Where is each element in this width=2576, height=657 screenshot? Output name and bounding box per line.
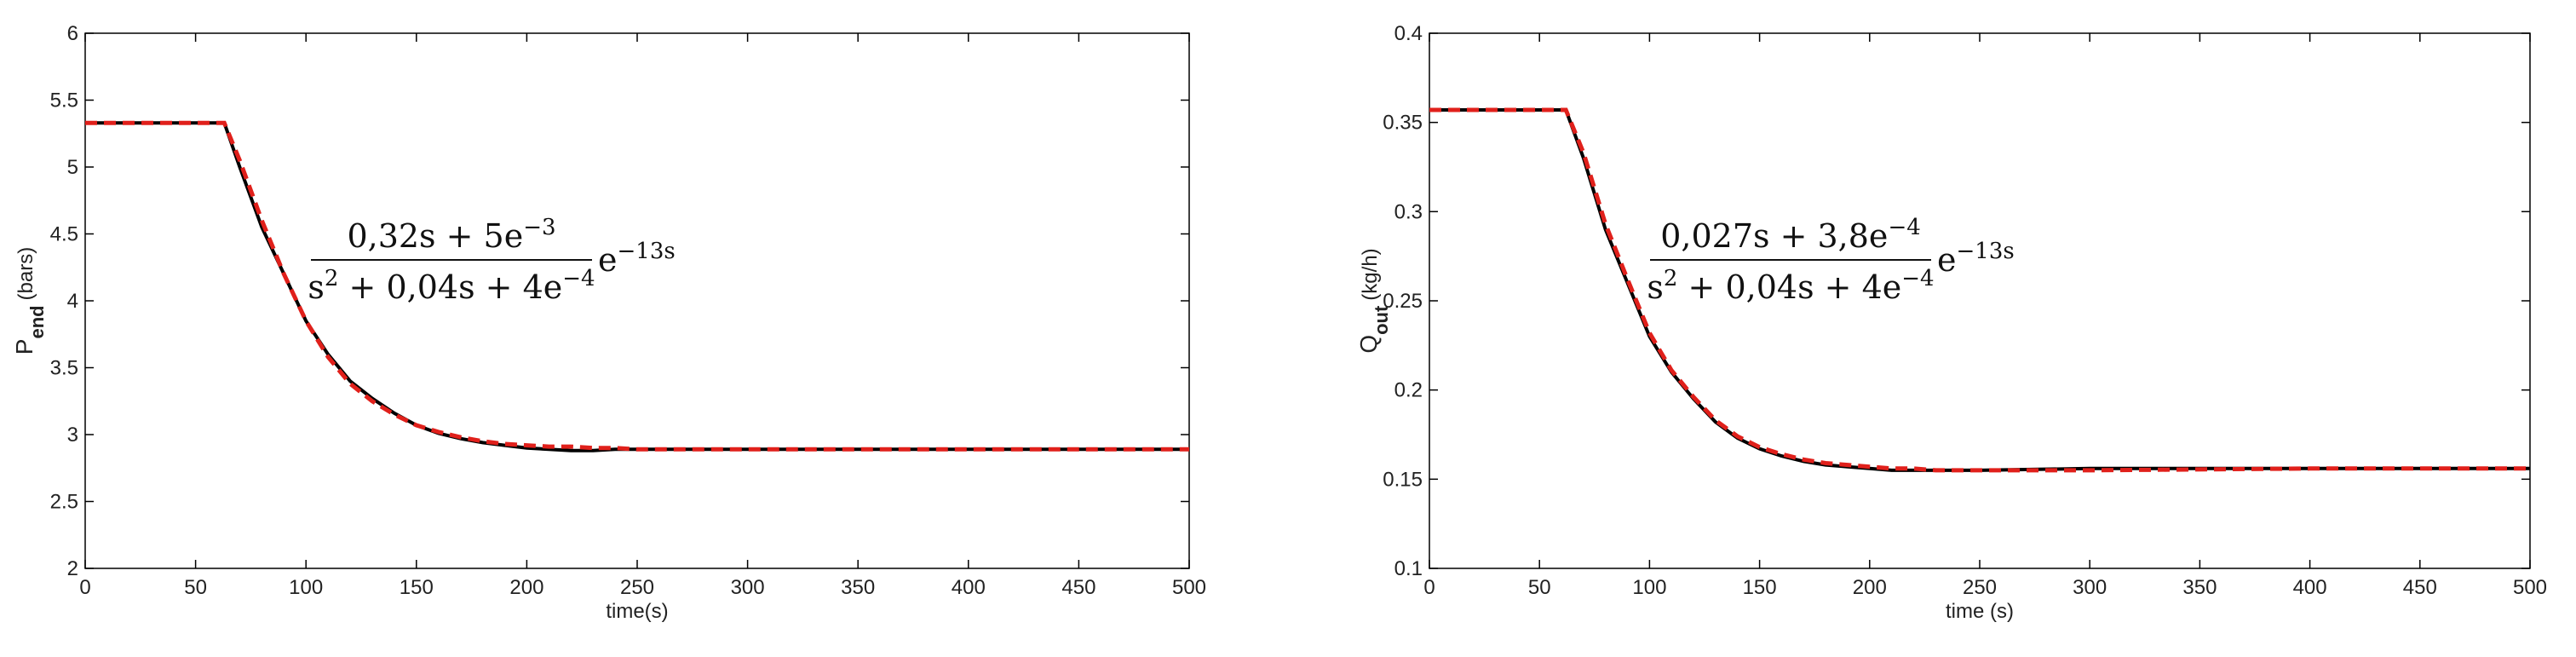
x-tick-label: 100: [289, 576, 323, 599]
y-tick-label: 6: [67, 22, 78, 45]
x-tick-label: 350: [2182, 576, 2217, 599]
eq-text: 0,32s + 5e: [347, 217, 523, 255]
series-line: [85, 120, 1189, 452]
x-tick-label: 450: [1061, 576, 1095, 599]
x-tick-label: 350: [841, 576, 875, 599]
series-line: [1429, 107, 2530, 473]
y-tick-label: 0.35: [1383, 112, 1423, 135]
y-tick-label: 4.5: [50, 223, 78, 246]
x-tick-label: 150: [1743, 576, 1777, 599]
y-tick-label: 2: [67, 557, 78, 580]
x-tick-label: 50: [1528, 576, 1551, 599]
eq-text: + 0,04s + 4e: [1677, 268, 1901, 306]
y-tick-label: 0.2: [1394, 379, 1423, 402]
eq-sup: −4: [1888, 215, 1920, 240]
y-tick-label: 3: [67, 424, 78, 447]
eq-sup: 2: [1664, 266, 1678, 291]
equation-factor: e−13s: [1937, 239, 2015, 279]
x-tick-label: 150: [400, 576, 434, 599]
plot-area: [84, 32, 1190, 569]
y-label-main: P: [11, 339, 37, 355]
y-tick-label: 5: [67, 156, 78, 179]
y-label-unit: (bars): [14, 247, 37, 301]
x-tick-label: 300: [2073, 576, 2107, 599]
x-tick-label: 50: [184, 576, 207, 599]
y-tick-label: 2.5: [50, 491, 78, 514]
equation-denominator: s2 + 0,04s + 4e−4: [308, 266, 595, 306]
chart: 0 50 100 150 200 250 300 350 400 450 500 0.1 0.15 0.2…: [1355, 22, 2547, 623]
x-tick-label: 0: [1423, 576, 1435, 599]
eq-sup: −13s: [1957, 239, 2015, 264]
eq-sup: 2: [325, 266, 339, 291]
y-tick-label: 5.5: [50, 89, 78, 112]
x-tick-label: 0: [79, 576, 90, 599]
x-axis-label: time (s): [1946, 600, 2014, 623]
eq-text: e: [598, 241, 618, 279]
y-tick-label: 0.4: [1394, 22, 1423, 45]
eq-text: s: [1647, 268, 1664, 306]
eq-sup: −4: [562, 266, 595, 291]
x-tick-label: 400: [952, 576, 986, 599]
chart: 0 50 100 150 200 250 300 350 400 450 500 2 2.5 3 3.5 4 4…: [11, 22, 1206, 623]
x-tick-label: 300: [731, 576, 765, 599]
y-label-unit: (kg/h): [1359, 248, 1382, 300]
x-tick-label: 500: [2513, 576, 2547, 599]
y-tick-label: 0.25: [1383, 290, 1423, 313]
y-label-sub: out: [1371, 305, 1392, 335]
y-label-main: Q: [1355, 335, 1382, 354]
equation-denominator: s2 + 0,04s + 4e−4: [1647, 266, 1934, 306]
y-axis-label: Pend (bars): [11, 247, 48, 354]
x-tick-label: 250: [620, 576, 654, 599]
x-tick-label: 450: [2403, 576, 2437, 599]
y-tick-label: 0.15: [1383, 468, 1423, 491]
x-tick-label: 200: [1853, 576, 1887, 599]
y-axis-label: Qout (kg/h): [1355, 248, 1392, 353]
equation-factor: e−13s: [598, 239, 676, 279]
x-axis-label: time(s): [606, 600, 668, 623]
y-label-sub: end: [26, 305, 48, 338]
eq-text: e: [1937, 241, 1957, 279]
eq-text: s: [308, 268, 325, 306]
x-tick-label: 400: [2293, 576, 2327, 599]
y-tick-label: 0.3: [1394, 200, 1423, 223]
x-tick-label: 250: [1963, 576, 1997, 599]
equation-numerator: 0,32s + 5e−3: [347, 215, 555, 255]
plot-area: [1429, 32, 2531, 569]
x-tick-label: 200: [509, 576, 543, 599]
y-tick-label: 0.1: [1394, 557, 1423, 580]
y-tick-label: 3.5: [50, 357, 78, 380]
eq-sup: −4: [1901, 266, 1934, 291]
eq-sup: −3: [523, 215, 555, 240]
x-tick-label: 100: [1632, 576, 1666, 599]
y-tick-label: 4: [67, 290, 78, 313]
eq-sup: −13s: [618, 239, 676, 264]
eq-text: + 0,04s + 4e: [338, 268, 562, 306]
equation-numerator: 0,027s + 3,8e−4: [1660, 215, 1921, 255]
x-tick-label: 500: [1172, 576, 1206, 599]
eq-text: 0,027s + 3,8e: [1660, 217, 1888, 255]
